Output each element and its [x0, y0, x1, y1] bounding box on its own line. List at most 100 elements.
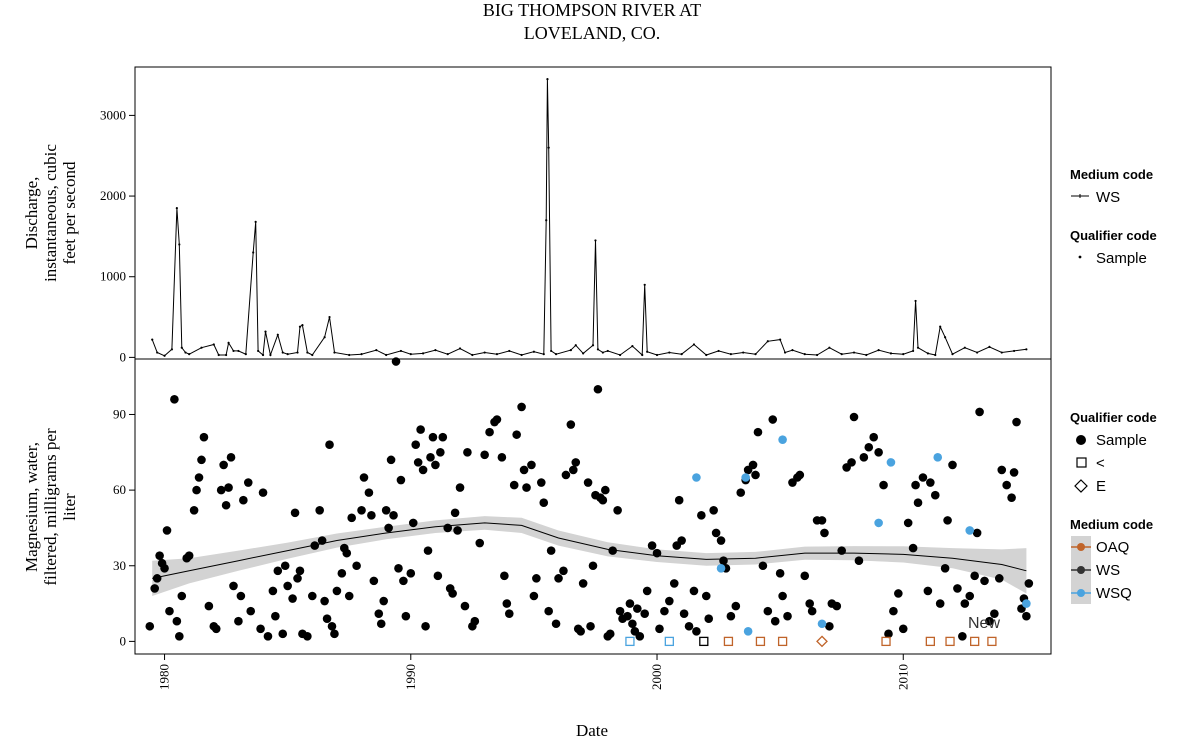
sample-point — [406, 569, 416, 578]
legend-estimated-swatch — [1074, 479, 1088, 493]
legend-bottom-qualifier-head: Qualifier code — [1070, 410, 1157, 425]
sample-point — [428, 432, 438, 442]
trend-line — [152, 522, 1027, 579]
sample-point — [726, 611, 736, 621]
discharge-point — [542, 353, 545, 356]
sample-point — [697, 511, 706, 520]
sample-point — [519, 465, 529, 475]
sample-point — [561, 470, 571, 480]
less-than-point — [945, 636, 955, 647]
legend-bottom-medium-wsq: WSQ — [1096, 585, 1132, 602]
sample-point — [389, 511, 398, 520]
sample-point — [935, 599, 945, 608]
sample-point — [413, 458, 423, 467]
sample-point — [874, 447, 883, 457]
discharge-point — [225, 353, 228, 357]
sample-point — [731, 601, 741, 611]
top-y-axis-title: Discharge, instantaneous, cubic feet per… — [22, 144, 79, 282]
legend-top: Medium code WS Qualifier code Sample — [1070, 167, 1157, 267]
sample-point — [162, 526, 172, 535]
sample-point — [303, 632, 312, 641]
sample-point — [470, 616, 480, 626]
sample-point — [628, 619, 637, 629]
sample-point — [684, 621, 694, 631]
legend-top-medium-ws: WS — [1096, 189, 1120, 206]
legend-bottom-qualifier-e: E — [1096, 478, 1106, 495]
discharge-point — [200, 346, 203, 349]
discharge-point — [554, 353, 558, 356]
discharge-point — [926, 352, 929, 355]
sample-point — [940, 563, 950, 573]
discharge-point — [261, 353, 265, 357]
discharge-point — [914, 299, 917, 303]
less-than-point — [987, 636, 997, 647]
discharge-point — [631, 344, 634, 348]
sample-point — [394, 563, 403, 573]
discharge-point — [446, 353, 449, 356]
sample-point — [926, 478, 935, 487]
sample-point — [192, 485, 201, 495]
sample-point — [226, 453, 236, 462]
discharge-point — [276, 333, 279, 336]
sample-point — [879, 480, 888, 490]
discharge-point — [934, 353, 937, 357]
discharge-point — [889, 352, 893, 355]
sample-point — [344, 591, 354, 601]
legend-bottom-qualifier-sample: Sample — [1096, 432, 1147, 449]
discharge-point — [646, 350, 649, 353]
sample-point — [381, 505, 391, 515]
sample-point — [711, 528, 721, 538]
bottom-y-tick-label: 0 — [120, 633, 127, 648]
sample-point — [475, 538, 485, 548]
sample-point — [753, 427, 763, 437]
discharge-point — [281, 351, 284, 354]
sample-point — [448, 589, 457, 598]
sample-point — [256, 624, 265, 634]
legend-bottom-qualifier-less-than: < — [1096, 455, 1105, 472]
discharge-point — [939, 325, 942, 328]
top-y-tick-label: 2000 — [100, 188, 126, 203]
sample-point — [640, 609, 650, 618]
sample-point — [554, 574, 563, 583]
sample-point — [551, 619, 561, 629]
x-axis-title: Date — [576, 721, 608, 738]
sample-point — [509, 480, 519, 490]
sample-point — [497, 453, 507, 462]
sample-point — [965, 591, 975, 601]
sample-point — [384, 523, 393, 533]
sample-point — [817, 516, 827, 525]
annotation-new: New — [968, 615, 1000, 632]
sample-point — [1007, 493, 1016, 502]
discharge-point — [591, 344, 595, 347]
sample-point — [367, 511, 376, 520]
sample-point — [566, 420, 576, 429]
sample-point — [177, 591, 187, 601]
discharge-point — [360, 353, 363, 356]
sample-point — [958, 632, 967, 641]
sample-point — [211, 624, 221, 634]
discharge-point — [156, 351, 159, 354]
discharge-line — [151, 79, 1027, 357]
sample-point — [709, 505, 718, 515]
sample-point — [985, 616, 994, 626]
sample-point — [401, 611, 411, 621]
discharge-point — [264, 330, 267, 333]
sample-point — [748, 460, 758, 470]
sample-point — [271, 611, 280, 621]
bottom-y-tick-label: 30 — [113, 558, 126, 573]
sample-point — [884, 629, 893, 639]
sample-point — [689, 586, 699, 596]
sample-point — [443, 523, 453, 533]
sample-point — [165, 606, 174, 616]
discharge-point — [705, 353, 708, 357]
sample-point — [436, 447, 445, 457]
sample-point — [236, 591, 246, 601]
discharge-point — [1000, 351, 1003, 354]
discharge-point — [252, 251, 255, 254]
wsq-sample-point — [743, 627, 753, 636]
sample-point — [778, 591, 787, 601]
sample-point — [571, 458, 581, 467]
sample-point — [325, 440, 334, 450]
sample-point — [290, 508, 300, 518]
wsq-sample-point — [716, 563, 726, 573]
